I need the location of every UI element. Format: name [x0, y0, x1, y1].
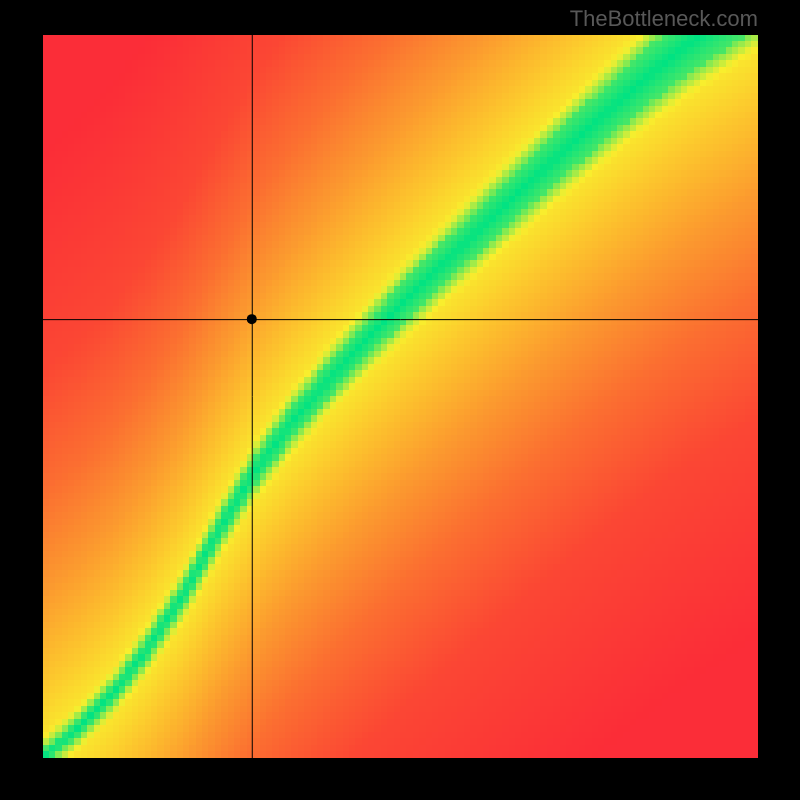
watermark-text: TheBottleneck.com: [570, 6, 758, 32]
heatmap-plot: [43, 35, 758, 758]
heatmap-canvas: [43, 35, 758, 758]
